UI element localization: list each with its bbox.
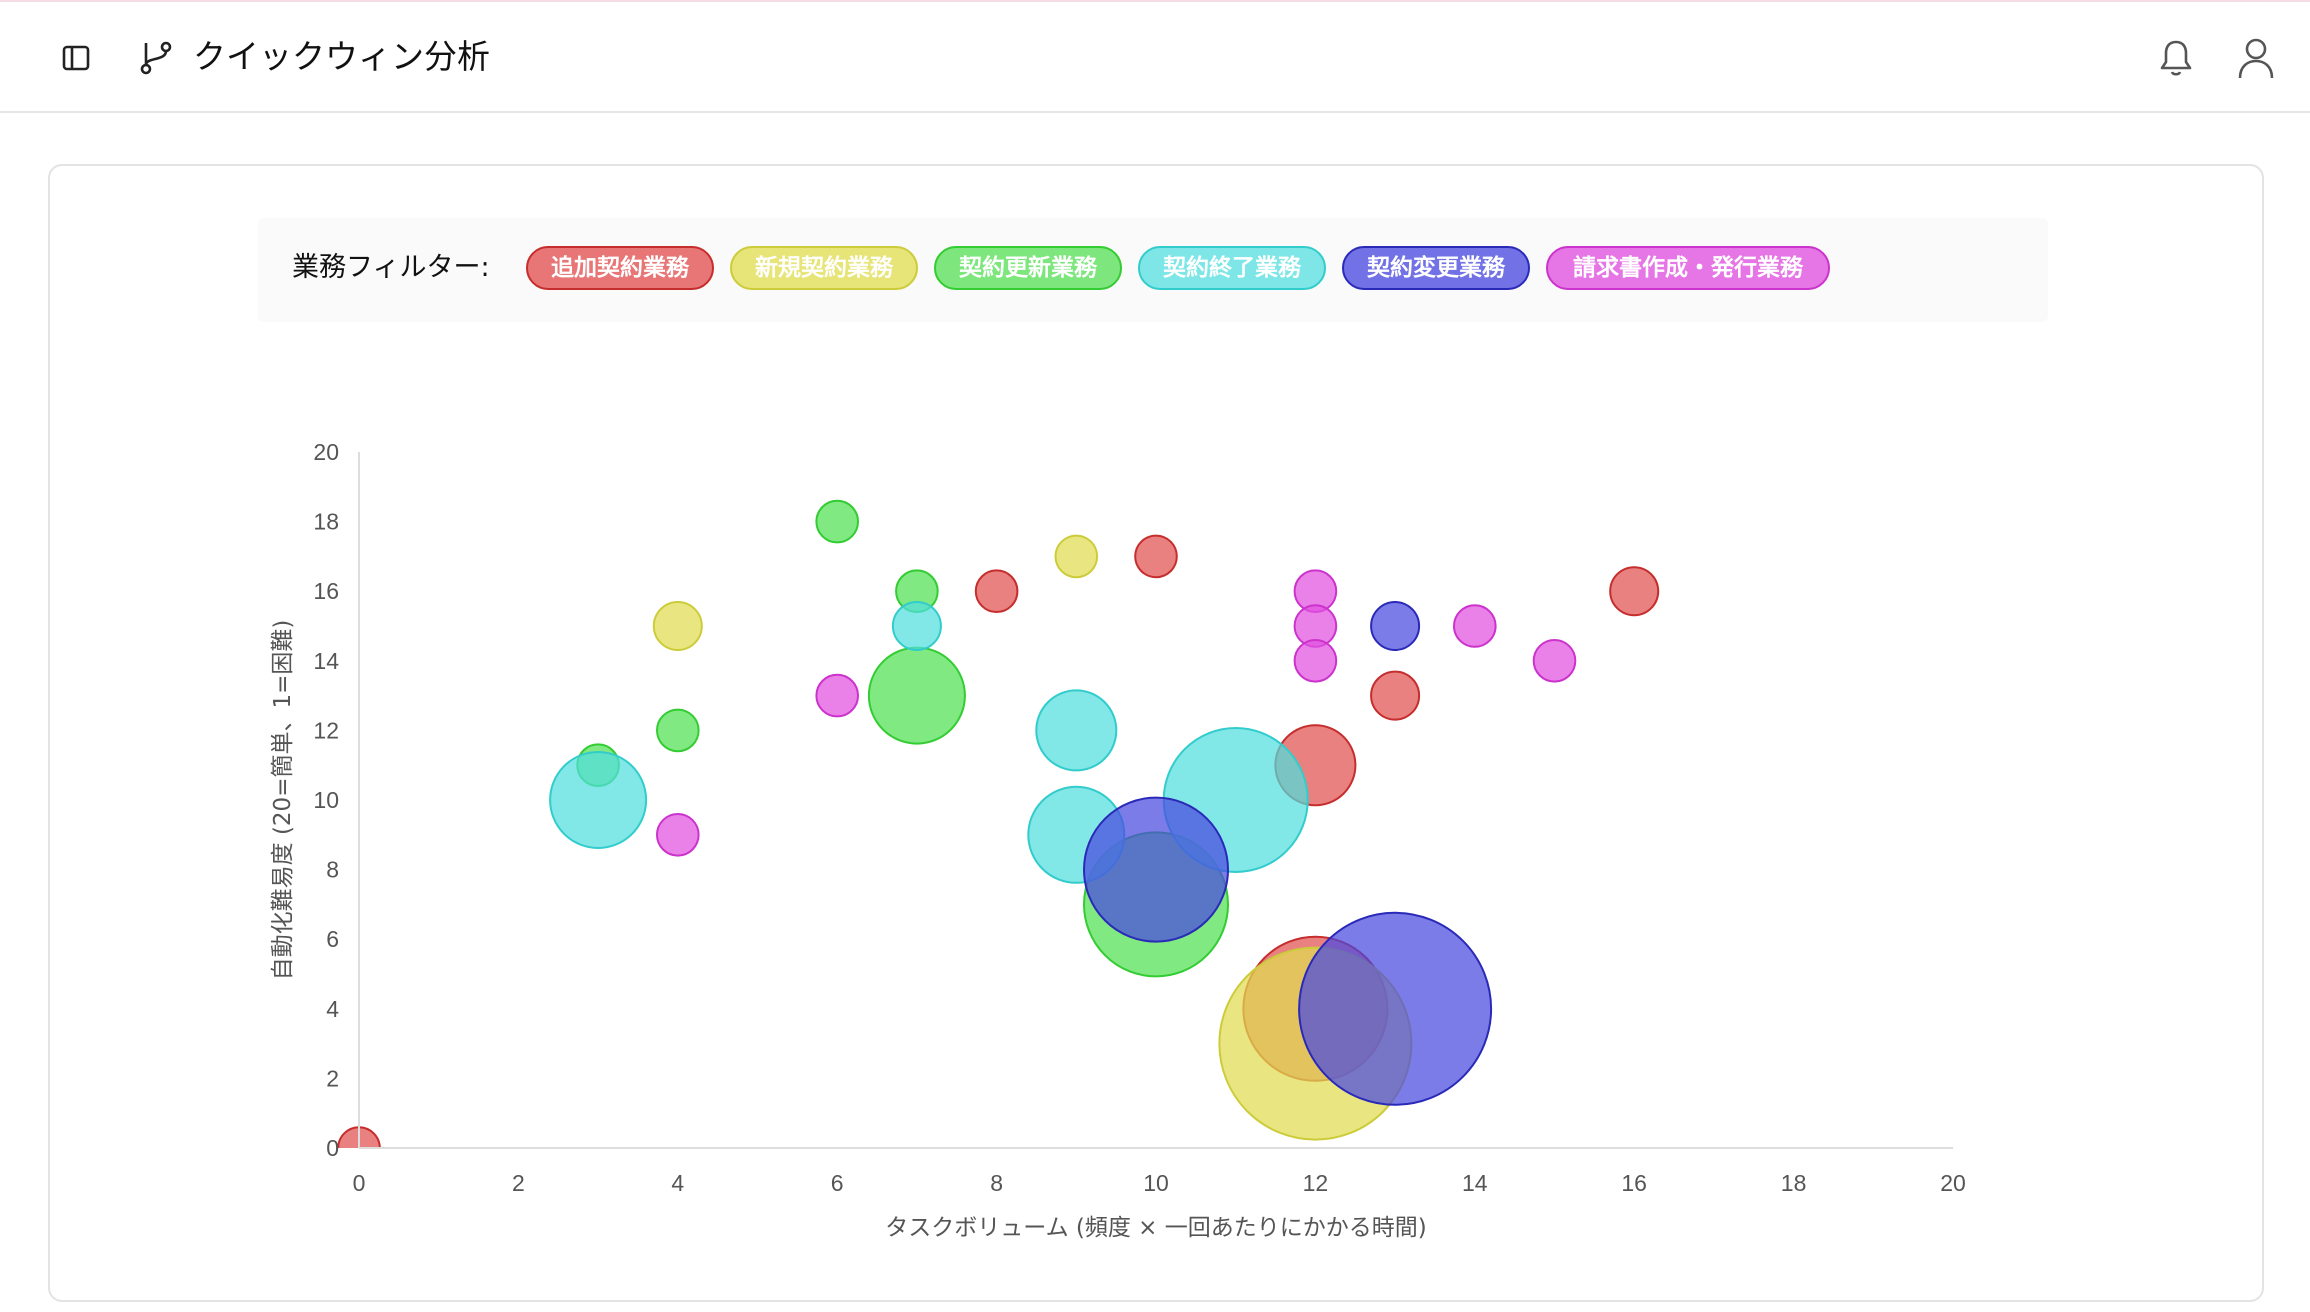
x-tick-label: 20 xyxy=(1940,1170,1966,1196)
filter-chip-contract-termination[interactable]: 契約終了業務 xyxy=(1138,246,1326,290)
bubble-series2-point0[interactable] xyxy=(815,499,860,544)
bubble-series0-point5[interactable] xyxy=(1609,566,1660,617)
bubble-series3-point1[interactable] xyxy=(549,751,648,849)
bubble-series5-point2[interactable] xyxy=(1293,639,1338,683)
y-tick-label: 4 xyxy=(326,996,339,1022)
filter-chip-invoice-issuing[interactable]: 請求書作成・発行業務 xyxy=(1546,246,1830,290)
bubble-series0-point4[interactable] xyxy=(1370,670,1421,721)
x-tick-label: 14 xyxy=(1462,1170,1488,1196)
filter-chip-contract-change[interactable]: 契約変更業務 xyxy=(1342,246,1530,290)
bubble-series5-point5[interactable] xyxy=(815,673,860,718)
bubble-series3-point2[interactable] xyxy=(1035,689,1118,772)
git-branch-icon xyxy=(134,36,178,80)
y-tick-label: 18 xyxy=(313,509,339,535)
bubble-series2-point3[interactable] xyxy=(656,708,700,753)
x-tick-label: 2 xyxy=(512,1170,525,1196)
sidebar-toggle-icon[interactable] xyxy=(56,38,96,78)
y-tick-label: 0 xyxy=(326,1135,339,1161)
x-axis-title: タスクボリューム (頻度 × 一回あたりにかかる時間) xyxy=(885,1215,1426,1241)
x-tick-label: 4 xyxy=(671,1170,684,1196)
top-accent-line xyxy=(0,0,2310,2)
bubble-series5-point3[interactable] xyxy=(1453,604,1497,648)
bubble-series1-point0[interactable] xyxy=(652,601,703,651)
x-tick-label: 6 xyxy=(831,1170,844,1196)
bell-icon[interactable] xyxy=(2156,36,2196,80)
y-tick-label: 10 xyxy=(313,787,339,813)
bubble-series4-point0[interactable] xyxy=(1370,601,1421,651)
x-tick-label: 8 xyxy=(990,1170,1003,1196)
bubble-series1-point1[interactable] xyxy=(1054,534,1099,579)
x-tick-label: 16 xyxy=(1621,1170,1647,1196)
bubble-series5-point6[interactable] xyxy=(656,813,700,857)
bubble-series0-point2[interactable] xyxy=(1134,534,1178,579)
bubble-series5-point4[interactable] xyxy=(1532,639,1577,683)
bubble-series3-point0[interactable] xyxy=(891,601,942,651)
x-tick-label: 18 xyxy=(1781,1170,1807,1196)
y-axis-title: 自動化難易度 (20=簡単、1=困難) xyxy=(270,620,296,981)
y-tick-label: 8 xyxy=(326,857,339,883)
axes-layer: 0 2 4 6 8 10 12 14 16 18 20 0 2 4 6 8 10 12 14 16 18 20 タスクボリュ… xyxy=(270,439,1966,1241)
page-title: クイックウィン分析 xyxy=(193,37,490,76)
y-tick-label: 16 xyxy=(313,578,339,604)
bubble-series4-point2[interactable] xyxy=(1298,911,1493,1106)
y-tick-label: 2 xyxy=(326,1065,339,1091)
bubble-series2-point2[interactable] xyxy=(867,646,966,745)
bubble-series4-point1[interactable] xyxy=(1083,796,1229,943)
bubbles-layer xyxy=(337,499,1660,1148)
x-tick-label: 12 xyxy=(1303,1170,1329,1196)
y-tick-label: 14 xyxy=(313,648,339,674)
x-tick-label: 0 xyxy=(353,1170,366,1196)
y-tick-label: 6 xyxy=(326,926,339,952)
filter-label: 業務フィルター: xyxy=(292,252,490,283)
chart-card xyxy=(48,164,2264,1302)
filter-chip-contract-renewal[interactable]: 契約更新業務 xyxy=(934,246,1122,290)
user-icon[interactable] xyxy=(2234,34,2278,82)
x-tick-label: 10 xyxy=(1143,1170,1169,1196)
y-tick-label: 12 xyxy=(313,717,339,743)
app-header: クイックウィン分析 xyxy=(0,2,2310,113)
bubble-series0-point1[interactable] xyxy=(974,569,1019,614)
y-tick-label: 20 xyxy=(313,439,339,465)
filter-chip-add-contract[interactable]: 追加契約業務 xyxy=(526,246,714,290)
filter-chip-new-contract[interactable]: 新規契約業務 xyxy=(730,246,918,290)
